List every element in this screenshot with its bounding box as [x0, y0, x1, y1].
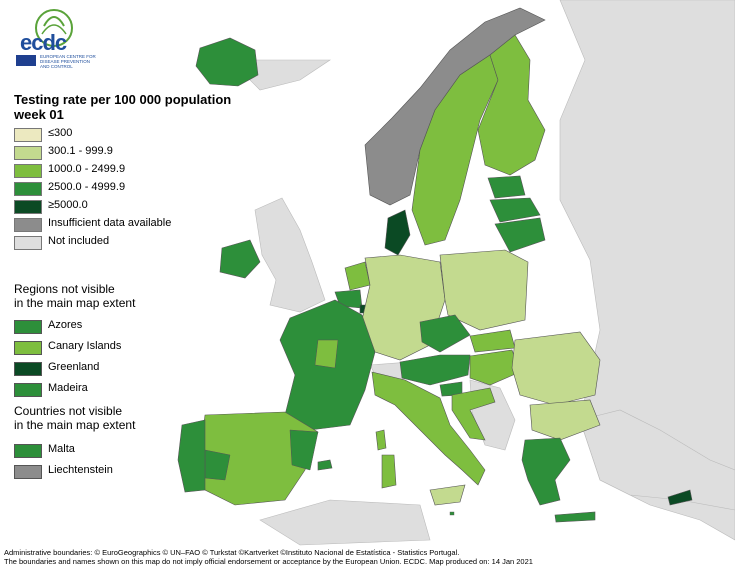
malta	[449, 511, 455, 516]
estonia	[487, 175, 526, 199]
regions-heading: Regions not visible in the main map exte…	[14, 282, 135, 310]
lithuania	[494, 217, 546, 253]
legend-label: ≥5000.0	[48, 199, 88, 211]
denmark	[384, 209, 411, 256]
balearic	[317, 459, 333, 471]
country-swatch	[14, 465, 42, 479]
corsica	[375, 429, 387, 451]
poland	[439, 249, 529, 331]
ecdc-logo-text: ecdc	[20, 30, 67, 55]
legend-label: Insufficient data available	[48, 217, 172, 229]
region-label: Madeira	[48, 382, 88, 394]
footer-line2: The boundaries and names shown on this m…	[4, 557, 533, 566]
bulgaria	[529, 399, 601, 441]
iceland	[195, 37, 259, 87]
footer-line1: Administrative boundaries: © EuroGeograp…	[4, 548, 460, 557]
slovakia	[469, 329, 516, 353]
ecdc-logo-subtitle: EUROPEAN CENTRE FOR DISEASE PREVENTION A…	[40, 54, 96, 69]
region-swatch	[14, 320, 42, 334]
ireland	[219, 239, 261, 279]
countries-heading-line1: Countries not visible	[14, 404, 123, 418]
finland	[477, 34, 546, 176]
legend-swatch	[14, 182, 42, 196]
cyprus	[667, 489, 693, 506]
map-title-line1: Testing rate per 100 000 population	[14, 92, 232, 107]
portugal	[177, 419, 206, 493]
region-swatch	[14, 383, 42, 397]
legend-swatch	[14, 164, 42, 178]
romania	[511, 331, 601, 406]
legend-label: Not included	[48, 235, 110, 247]
sardinia	[381, 454, 397, 489]
legend-swatch	[14, 146, 42, 160]
latvia	[489, 197, 541, 223]
country-label: Malta	[48, 443, 75, 455]
legend-label: 2500.0 - 4999.9	[48, 181, 126, 193]
region-swatch	[14, 362, 42, 376]
croatia	[451, 387, 496, 441]
legend-label: 1000.0 - 2499.9	[48, 163, 126, 175]
legend-swatch	[14, 218, 42, 232]
greece	[521, 437, 571, 506]
regions-heading-line1: Regions not visible	[14, 282, 115, 296]
map-title: Testing rate per 100 000 population week…	[14, 92, 231, 122]
country-swatch	[14, 444, 42, 458]
country-label: Liechtenstein	[48, 464, 113, 476]
legend-swatch	[14, 236, 42, 250]
legend-label: 300.1 - 999.9	[48, 145, 113, 157]
sweden	[411, 54, 499, 246]
czechia	[419, 314, 471, 353]
italy	[371, 371, 486, 486]
eu-flag-icon	[16, 55, 36, 66]
map-title-line2: week 01	[14, 107, 64, 122]
austria	[399, 354, 471, 386]
region-label: Greenland	[48, 361, 100, 373]
region-label: Canary Islands	[48, 340, 122, 352]
legend-label: ≤300	[48, 127, 73, 139]
region-swatch	[14, 341, 42, 355]
legend-swatch	[14, 128, 42, 142]
sicily	[429, 484, 466, 506]
ecdc-logo-graphic	[35, 9, 73, 47]
hungary	[469, 349, 521, 386]
france-central	[314, 339, 339, 369]
region-label: Azores	[48, 319, 83, 331]
footer-attribution: Administrative boundaries: © EuroGeograp…	[4, 548, 533, 566]
countries-heading: Countries not visible in the main map ex…	[14, 404, 135, 432]
spain-east	[289, 429, 319, 471]
regions-heading-line2: in the main map extent	[14, 296, 136, 310]
ecdc-logo	[14, 6, 100, 74]
crete	[554, 511, 596, 523]
legend-swatch	[14, 200, 42, 214]
countries-heading-line2: in the main map extent	[14, 418, 136, 432]
